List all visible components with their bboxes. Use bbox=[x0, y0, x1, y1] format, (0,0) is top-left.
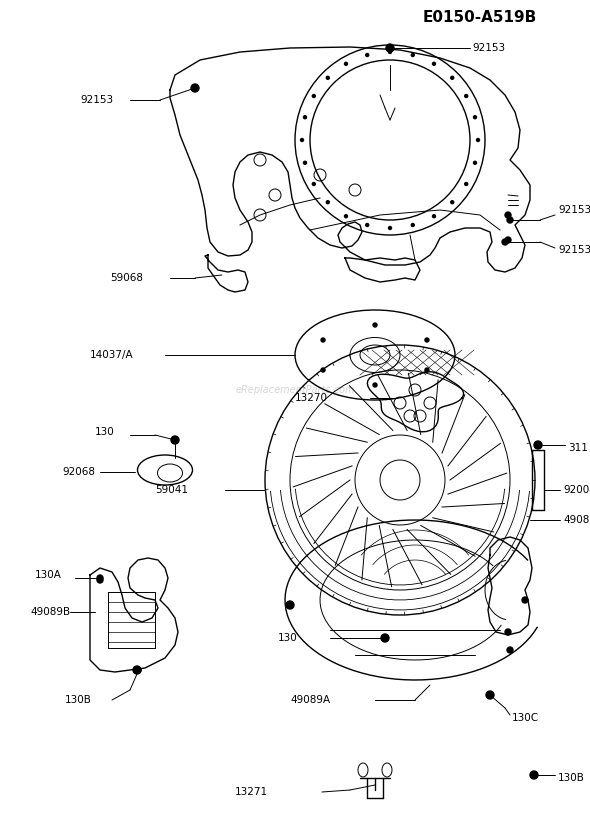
Circle shape bbox=[451, 201, 454, 204]
Circle shape bbox=[381, 634, 389, 642]
Text: 14037/A: 14037/A bbox=[90, 350, 133, 360]
Circle shape bbox=[486, 691, 494, 699]
Text: 311: 311 bbox=[568, 443, 588, 453]
Text: E0150-A519B: E0150-A519B bbox=[423, 11, 537, 26]
Circle shape bbox=[373, 383, 377, 387]
Circle shape bbox=[465, 95, 468, 97]
Circle shape bbox=[502, 239, 508, 245]
Text: 49088: 49088 bbox=[563, 515, 590, 525]
Circle shape bbox=[135, 667, 141, 673]
Text: 92153A: 92153A bbox=[558, 205, 590, 215]
Text: 13271: 13271 bbox=[235, 787, 268, 797]
Circle shape bbox=[425, 338, 429, 342]
Text: 92068: 92068 bbox=[62, 467, 95, 477]
Circle shape bbox=[388, 51, 392, 53]
Circle shape bbox=[474, 116, 477, 119]
Text: 130A: 130A bbox=[35, 570, 62, 580]
Text: 49089B: 49089B bbox=[30, 607, 70, 617]
Ellipse shape bbox=[158, 464, 182, 482]
Circle shape bbox=[507, 647, 513, 653]
Circle shape bbox=[432, 62, 435, 65]
Circle shape bbox=[477, 138, 480, 141]
Circle shape bbox=[191, 84, 199, 92]
Circle shape bbox=[366, 53, 369, 57]
Circle shape bbox=[345, 215, 348, 218]
Circle shape bbox=[97, 577, 103, 583]
Circle shape bbox=[534, 441, 542, 449]
Circle shape bbox=[303, 116, 306, 119]
Circle shape bbox=[326, 77, 329, 79]
Circle shape bbox=[312, 182, 315, 186]
Circle shape bbox=[432, 215, 435, 218]
Text: 130: 130 bbox=[95, 427, 114, 437]
Circle shape bbox=[505, 212, 511, 218]
Circle shape bbox=[326, 201, 329, 204]
Circle shape bbox=[171, 436, 179, 444]
Text: 92153: 92153 bbox=[472, 43, 505, 53]
Text: 130B: 130B bbox=[558, 773, 585, 783]
Circle shape bbox=[474, 161, 477, 164]
Circle shape bbox=[425, 368, 429, 372]
Text: 130C: 130C bbox=[512, 713, 539, 723]
Text: 92004: 92004 bbox=[563, 485, 590, 495]
Text: 130: 130 bbox=[278, 633, 298, 643]
Text: 59068: 59068 bbox=[110, 273, 143, 283]
Text: 13270: 13270 bbox=[295, 393, 328, 403]
Circle shape bbox=[286, 601, 294, 609]
Circle shape bbox=[507, 217, 513, 223]
Circle shape bbox=[411, 224, 414, 226]
Circle shape bbox=[505, 629, 511, 635]
Text: 59041: 59041 bbox=[155, 485, 188, 495]
Circle shape bbox=[530, 771, 538, 779]
Circle shape bbox=[451, 77, 454, 79]
Circle shape bbox=[386, 44, 394, 52]
Circle shape bbox=[505, 237, 511, 243]
Circle shape bbox=[373, 323, 377, 327]
Circle shape bbox=[97, 575, 103, 581]
Circle shape bbox=[303, 161, 306, 164]
Circle shape bbox=[321, 368, 325, 372]
Circle shape bbox=[321, 338, 325, 342]
Circle shape bbox=[522, 597, 528, 603]
Circle shape bbox=[465, 182, 468, 186]
Circle shape bbox=[133, 666, 141, 674]
Text: eReplacementParts.com: eReplacementParts.com bbox=[235, 385, 355, 395]
Circle shape bbox=[300, 138, 303, 141]
Circle shape bbox=[366, 224, 369, 226]
Text: 92153: 92153 bbox=[80, 95, 113, 105]
Circle shape bbox=[388, 226, 392, 230]
Circle shape bbox=[411, 53, 414, 57]
Circle shape bbox=[312, 95, 315, 97]
Text: 49089A: 49089A bbox=[290, 695, 330, 705]
Text: 130B: 130B bbox=[65, 695, 92, 705]
Circle shape bbox=[345, 62, 348, 65]
Text: 92153: 92153 bbox=[558, 245, 590, 255]
